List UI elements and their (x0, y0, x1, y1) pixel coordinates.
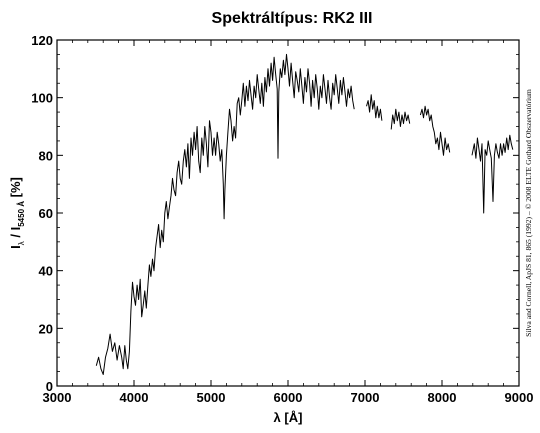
spectrum-series (95, 53, 514, 375)
spectrum-line-segment (95, 53, 355, 375)
spectrum-line-segment (366, 94, 383, 121)
y-axis-label-sep: / I (8, 227, 23, 241)
x-tick-label: 6000 (274, 390, 303, 405)
y-tick-label: 80 (39, 148, 53, 163)
x-tick-label: 8000 (428, 390, 457, 405)
x-tick-label: 3000 (43, 390, 72, 405)
plot-frame (56, 39, 520, 387)
chart-title: Spektráltípus: RK2 III (212, 10, 373, 27)
x-tick-label: 7000 (351, 390, 380, 405)
spectrum-line-segment (390, 108, 411, 130)
y-tick-label: 20 (39, 321, 53, 336)
y-tick-label: 40 (39, 264, 53, 279)
y-tick-label: 120 (31, 33, 53, 48)
y-tick-label: 0 (46, 379, 53, 394)
y-axis-label: Iλ / I5450 Å [%] (8, 177, 26, 249)
y-axis-label-main: I (8, 245, 23, 249)
y-axis-label-unit: [%] (8, 177, 23, 201)
y-axis-ticks: 0 20 40 60 80 100 120 (31, 33, 519, 394)
x-axis-label: λ [Å] (274, 410, 303, 425)
spectrum-line-segment (471, 134, 514, 214)
credit-text: Silva and Cornell, ApJS 81, 865 (1992) –… (524, 89, 533, 337)
spectrum-line-segment (419, 105, 451, 156)
y-tick-label: 100 (31, 91, 53, 106)
x-axis-ticks: 3000 4000 5000 6000 7000 8000 9000 (43, 40, 534, 405)
y-axis-label-sub1: λ (17, 241, 26, 245)
x-tick-label: 5000 (197, 390, 226, 405)
x-tick-label: 4000 (120, 390, 149, 405)
y-axis-label-sub2: 5450 Å (17, 201, 26, 227)
x-tick-label: 9000 (505, 390, 534, 405)
y-tick-label: 60 (39, 206, 53, 221)
